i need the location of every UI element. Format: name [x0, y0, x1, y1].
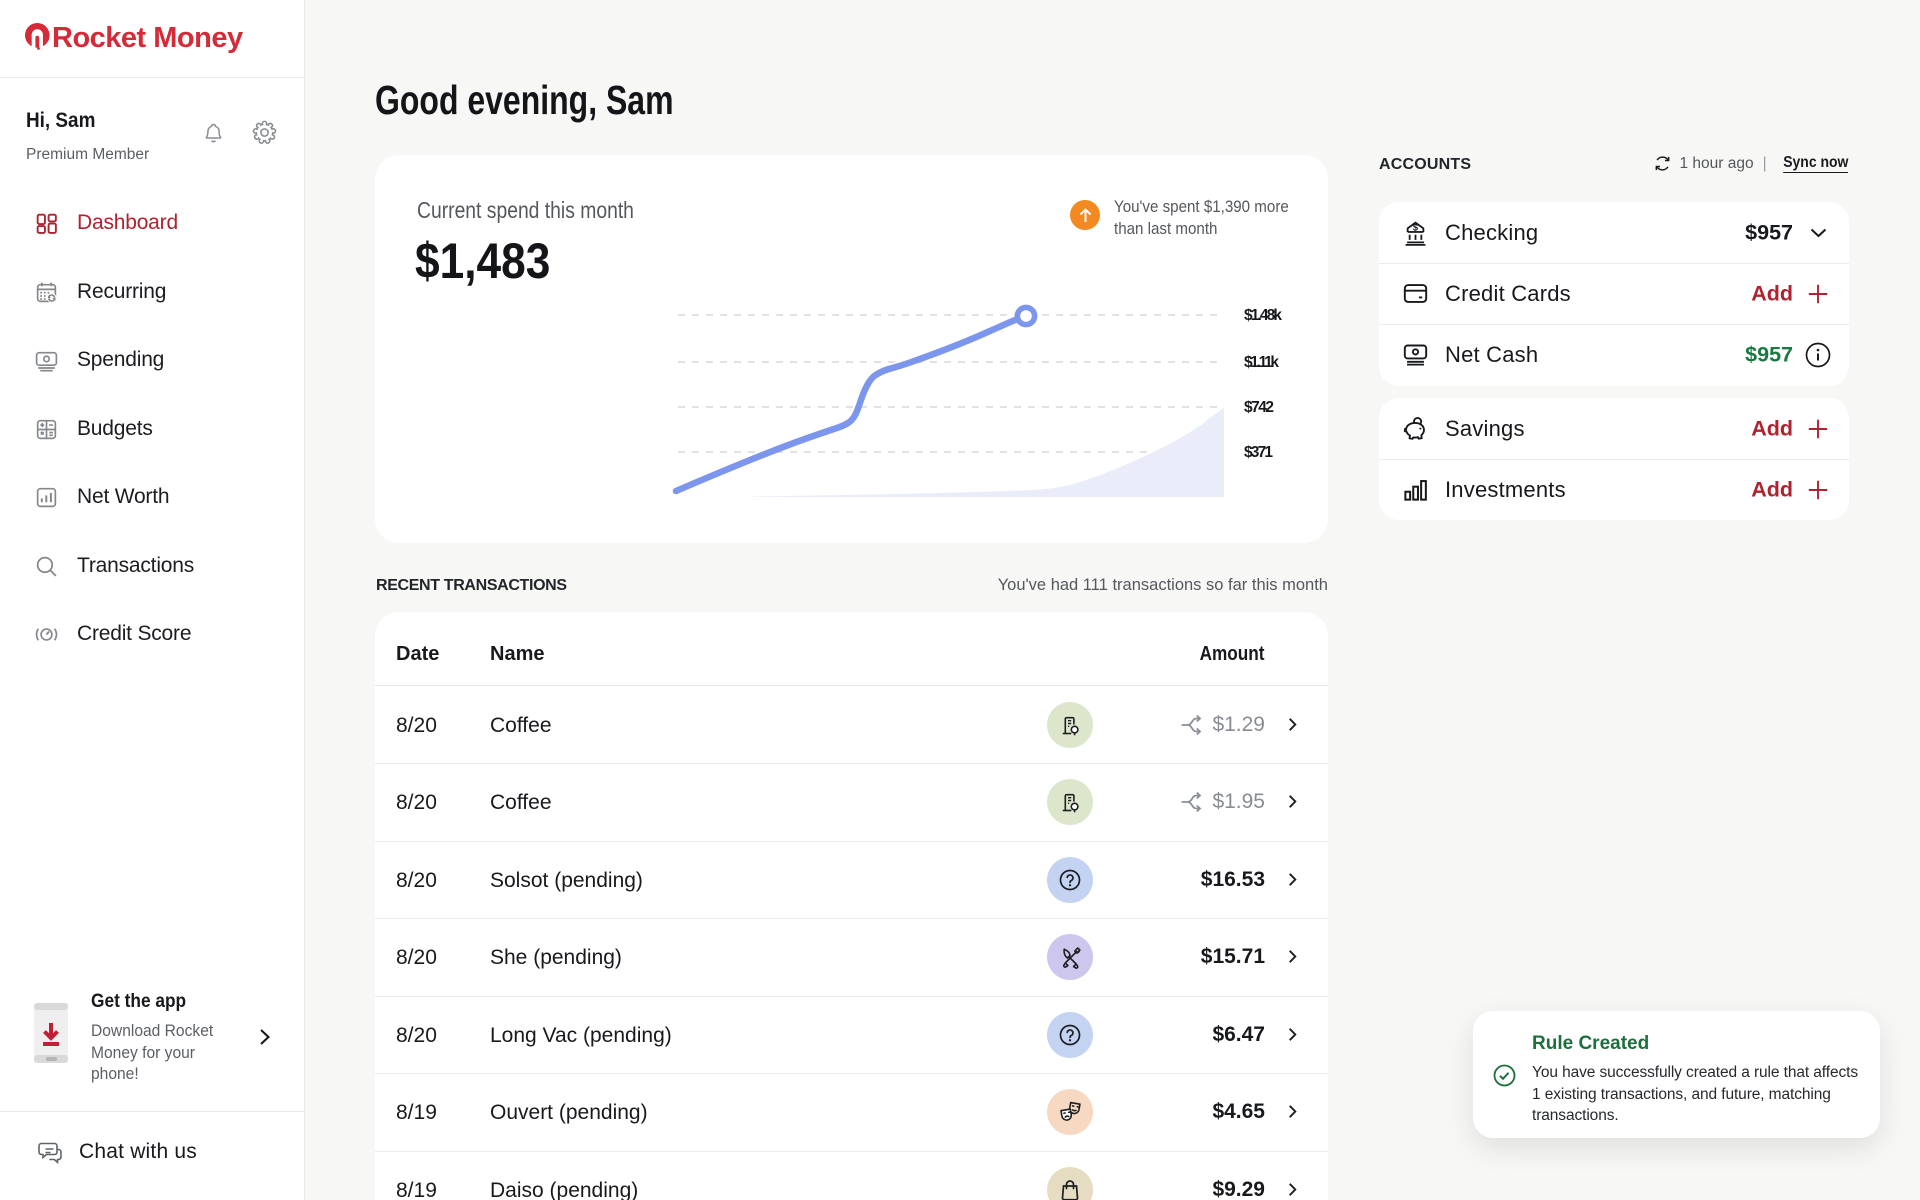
svg-text:Rocket Money: Rocket Money: [52, 23, 243, 54]
svg-text:$: $: [1412, 222, 1417, 232]
svg-text:$1.11k: $1.11k: [1244, 354, 1279, 371]
svg-text:$371: $371: [1244, 444, 1273, 461]
svg-text:$1.48k: $1.48k: [1244, 307, 1282, 324]
svg-text:$742: $742: [1244, 399, 1274, 416]
